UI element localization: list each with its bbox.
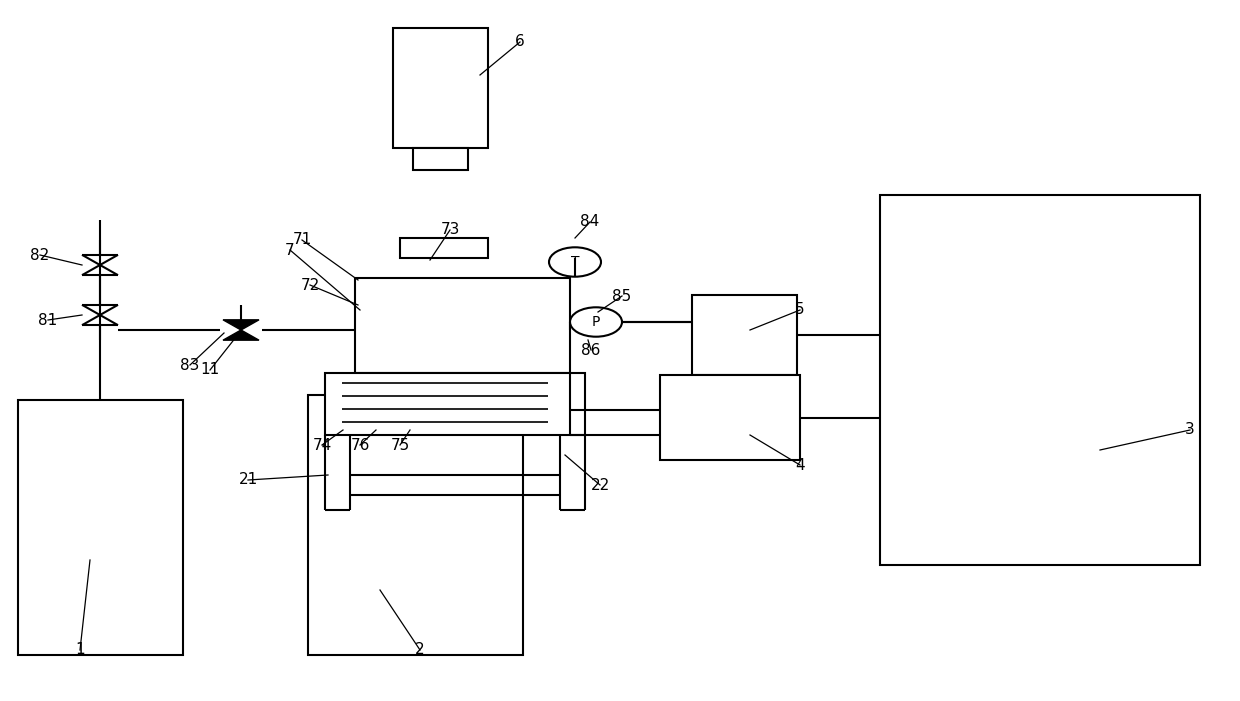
Text: 3: 3 [1185,423,1195,437]
Text: 4: 4 [795,458,805,472]
Text: 11: 11 [201,362,219,378]
Text: T: T [570,255,579,269]
Text: 73: 73 [440,222,460,238]
Text: 71: 71 [293,233,311,247]
Bar [19,400,184,655]
Text: 85: 85 [613,289,631,304]
Text: 2: 2 [415,643,425,658]
Text: 81: 81 [38,313,57,327]
Bar [308,395,523,655]
Polygon shape [223,330,259,340]
Text: 82: 82 [30,247,50,262]
Text: 76: 76 [351,437,370,453]
Circle shape [549,247,601,277]
Bar [325,373,585,435]
Text: 84: 84 [580,215,600,229]
Circle shape [570,307,622,336]
Text: 22: 22 [590,477,610,493]
Text: 86: 86 [582,343,600,358]
Text: 72: 72 [300,278,320,292]
Bar [692,295,797,375]
Text: 21: 21 [238,472,258,487]
Bar [660,375,800,460]
Bar [880,195,1200,565]
Text: 75: 75 [391,437,409,453]
Bar [401,238,489,258]
Polygon shape [223,320,259,330]
Text: 1: 1 [76,643,84,658]
Text: 83: 83 [180,358,200,372]
Bar [393,28,489,148]
Text: 74: 74 [312,437,331,453]
Text: 5: 5 [795,303,805,318]
Text: 7: 7 [285,243,295,257]
Text: P: P [591,315,600,329]
Bar [355,278,570,373]
Bar [413,148,467,170]
Text: 6: 6 [515,34,525,50]
